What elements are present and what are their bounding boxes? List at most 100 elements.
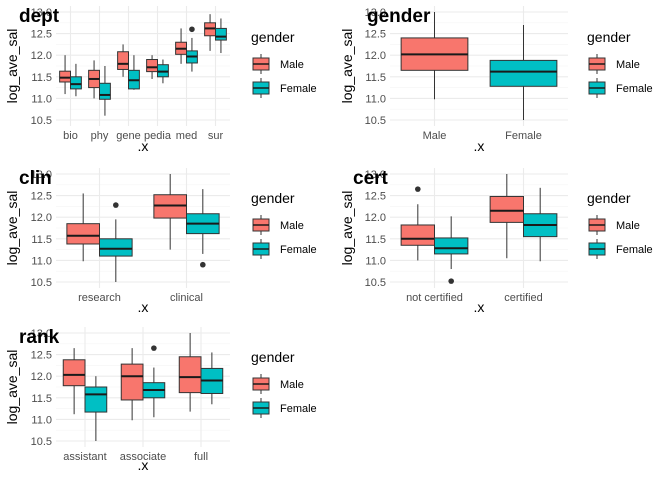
box-male bbox=[59, 55, 71, 95]
box-female bbox=[186, 189, 220, 268]
x-tick-label: med bbox=[176, 130, 197, 142]
outlier-point bbox=[448, 278, 454, 284]
x-tick-label: certified bbox=[504, 292, 543, 304]
x-axis-title: .x bbox=[138, 138, 149, 154]
box-male bbox=[400, 12, 469, 100]
panel-dept: 10.5 11.0 11.5 12.0 12.5 13.0 bio phy gene pedia m… bbox=[4, 6, 317, 154]
y-tick-label: 13.0 bbox=[365, 169, 386, 181]
y-tick-label: 12.5 bbox=[365, 29, 386, 41]
y-tick-label: 12.0 bbox=[31, 371, 52, 383]
x-tick-label: research bbox=[78, 292, 121, 304]
box-body bbox=[66, 223, 100, 245]
box-female bbox=[489, 24, 558, 120]
box-female bbox=[99, 66, 111, 116]
panel-cert: 10.5 11.0 11.5 12.0 12.5 13.0 not certified cer… bbox=[339, 168, 653, 315]
y-tick-label: 10.5 bbox=[31, 115, 52, 127]
outlier-point bbox=[415, 186, 421, 192]
box-body bbox=[99, 238, 133, 257]
panel-title: rank bbox=[19, 327, 60, 348]
y-tick-label: 11.5 bbox=[31, 393, 52, 405]
outlier-point bbox=[151, 345, 157, 351]
x-tick-label: gene bbox=[116, 130, 140, 142]
y-axis-title: log_ave_sal bbox=[339, 191, 355, 266]
panel-gender: 10.5 11.0 11.5 12.0 12.5 13.0 Male Female .x log_… bbox=[339, 6, 653, 154]
legend: gender Male Female bbox=[587, 190, 653, 259]
y-tick-label: 12.0 bbox=[31, 50, 52, 62]
legend-label-female: Female bbox=[280, 244, 317, 256]
panel-rank: 10.5 11.0 11.5 12.0 12.5 13.0 assistant associa… bbox=[4, 327, 317, 473]
legend: gender Male Female bbox=[251, 190, 317, 259]
box-body bbox=[99, 82, 111, 100]
x-tick-label: not certified bbox=[406, 292, 463, 304]
y-tick-label: 11.5 bbox=[365, 234, 386, 246]
y-tick-label: 10.5 bbox=[365, 277, 386, 289]
panel-title: clin bbox=[19, 168, 52, 189]
panel-title: dept bbox=[19, 6, 60, 27]
legend-title: gender bbox=[587, 29, 631, 45]
legend-label-female: Female bbox=[280, 403, 317, 415]
box-female bbox=[157, 59, 169, 84]
y-tick-label: 13.0 bbox=[31, 169, 52, 181]
outlier-point bbox=[200, 261, 206, 268]
y-tick-label: 12.0 bbox=[31, 212, 52, 224]
y-tick-label: 11.0 bbox=[31, 255, 52, 267]
panel-title: cert bbox=[353, 168, 389, 189]
box-male bbox=[117, 44, 129, 77]
box-body bbox=[84, 386, 108, 413]
x-tick-label: associate bbox=[120, 451, 166, 463]
y-tick-label: 12.5 bbox=[365, 191, 386, 203]
box-body bbox=[70, 76, 82, 90]
box-body bbox=[489, 195, 524, 223]
box-male bbox=[66, 193, 100, 262]
box-body bbox=[62, 359, 86, 387]
y-axis-title: log_ave_sal bbox=[339, 29, 355, 104]
y-tick-label: 10.5 bbox=[365, 115, 386, 127]
y-tick-label: 12.5 bbox=[31, 29, 52, 41]
panel-title: gender bbox=[367, 6, 431, 27]
x-tick-label: sur bbox=[208, 130, 224, 142]
legend-label-male: Male bbox=[280, 59, 304, 71]
x-tick-label: Male bbox=[423, 130, 447, 142]
x-tick-label: Female bbox=[505, 130, 542, 142]
y-axis-title: log_ave_sal bbox=[4, 29, 20, 104]
y-tick-label: 13.0 bbox=[31, 7, 52, 19]
x-tick-label: clinical bbox=[170, 292, 203, 304]
box-body bbox=[434, 237, 469, 255]
legend-label-male: Male bbox=[280, 379, 304, 391]
box-female bbox=[142, 345, 166, 418]
outlier-point bbox=[189, 26, 195, 33]
y-tick-label: 12.5 bbox=[31, 350, 52, 362]
panel-clin: 10.5 11.0 11.5 12.0 12.5 13.0 research clinical… bbox=[4, 168, 317, 315]
y-tick-label: 11.0 bbox=[365, 255, 386, 267]
box-male bbox=[146, 55, 158, 79]
y-tick-label: 10.5 bbox=[31, 277, 52, 289]
x-axis-title: .x bbox=[474, 299, 485, 315]
x-tick-label: phy bbox=[91, 130, 109, 142]
legend-label-female: Female bbox=[280, 83, 317, 95]
box-male bbox=[62, 348, 86, 415]
x-tick-label: full bbox=[194, 451, 208, 463]
box-female bbox=[186, 26, 198, 72]
box-body bbox=[59, 70, 71, 83]
x-tick-label: pedia bbox=[144, 130, 172, 142]
legend-title: gender bbox=[251, 190, 295, 206]
box-female bbox=[99, 202, 133, 282]
box-male bbox=[204, 14, 216, 51]
x-tick-label: bio bbox=[63, 130, 78, 142]
y-axis-title: log_ave_sal bbox=[4, 350, 20, 425]
box-female bbox=[523, 187, 558, 262]
box-body bbox=[400, 224, 435, 246]
box-male bbox=[153, 174, 187, 250]
y-axis-title: log_ave_sal bbox=[4, 191, 20, 266]
legend: gender Male Female bbox=[251, 29, 317, 98]
legend-title: gender bbox=[587, 190, 631, 206]
y-tick-label: 12.0 bbox=[365, 212, 386, 224]
box-body bbox=[215, 27, 227, 41]
y-tick-label: 11.0 bbox=[31, 414, 52, 426]
x-axis-title: .x bbox=[138, 299, 149, 315]
box-body bbox=[120, 363, 144, 401]
box-female bbox=[434, 216, 469, 284]
box-body bbox=[178, 356, 202, 394]
outlier-point bbox=[113, 202, 119, 208]
